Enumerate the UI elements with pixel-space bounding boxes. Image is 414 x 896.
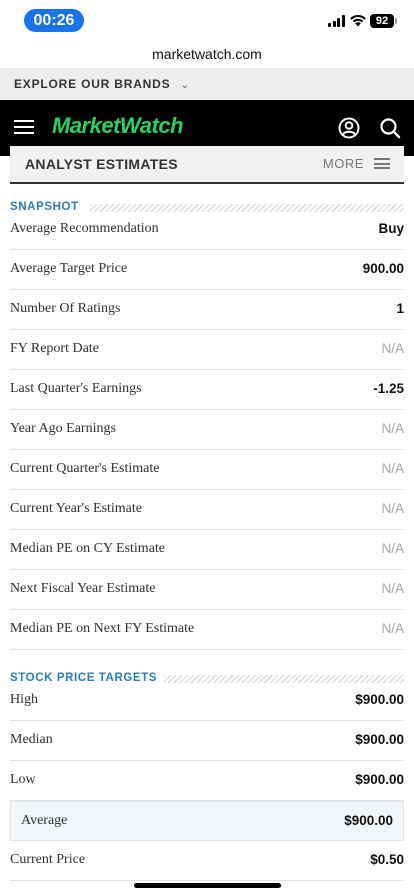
snapshot-row-label: Number Of Ratings bbox=[10, 301, 121, 316]
snapshot-row-value: 1 bbox=[396, 301, 404, 316]
targets-row-value: $900.00 bbox=[344, 813, 393, 828]
targets-row-value: $900.00 bbox=[355, 732, 404, 747]
user-account-icon[interactable] bbox=[338, 117, 360, 139]
stock-price-targets-heading: STOCK PRICE TARGETS bbox=[10, 672, 404, 686]
snapshot-row-label: Year Ago Earnings bbox=[10, 421, 116, 436]
snapshot-row-label: Median PE on CY Estimate bbox=[10, 541, 166, 556]
snapshot-row-value: N/A bbox=[381, 501, 404, 516]
snapshot-row-label: Average Target Price bbox=[10, 261, 128, 276]
snapshot-heading: SNAPSHOT bbox=[10, 201, 404, 215]
marketwatch-logo[interactable]: MarketWatch bbox=[52, 113, 184, 138]
more-label: MORE bbox=[322, 156, 364, 171]
snapshot-row-value: N/A bbox=[381, 461, 404, 476]
snapshot-row-label: Average Recommendation bbox=[10, 221, 159, 236]
snapshot-row-value: Buy bbox=[378, 221, 404, 236]
snapshot-row: Last Quarter's Earnings -1.25 bbox=[10, 370, 404, 410]
snapshot-row-value: N/A bbox=[381, 341, 404, 356]
list-menu-icon bbox=[374, 158, 390, 170]
home-indicator bbox=[134, 883, 281, 888]
stock-price-targets-label: STOCK PRICE TARGETS bbox=[10, 672, 168, 684]
snapshot-row: Average Recommendation Buy bbox=[10, 210, 404, 250]
section-divider-hatch bbox=[164, 675, 404, 683]
targets-row-label: Median bbox=[10, 732, 53, 747]
snapshot-row-value: N/A bbox=[381, 421, 404, 436]
snapshot-row-value: 900.00 bbox=[362, 261, 404, 276]
snapshot-row-label: Current Year's Estimate bbox=[10, 501, 143, 516]
cellular-signal-icon bbox=[328, 15, 346, 27]
snapshot-row: Current Quarter's Estimate N/A bbox=[10, 450, 404, 490]
targets-row-value: $0.50 bbox=[370, 852, 404, 867]
status-bar: 00:26 92 bbox=[0, 0, 414, 42]
chevron-down-icon: ⌄ bbox=[180, 80, 190, 91]
snapshot-row-label: Next Fiscal Year Estimate bbox=[10, 581, 156, 596]
targets-row: Average $900.00 bbox=[10, 801, 404, 841]
snapshot-row-label: FY Report Date bbox=[10, 341, 99, 356]
targets-row-label: Average bbox=[21, 813, 68, 828]
targets-row: High $900.00 bbox=[10, 681, 404, 721]
battery-tip bbox=[395, 18, 397, 24]
explore-brands-label: EXPLORE OUR BRANDS bbox=[14, 77, 171, 91]
snapshot-row: Median PE on CY Estimate N/A bbox=[10, 530, 404, 570]
snapshot-row: Year Ago Earnings N/A bbox=[10, 410, 404, 450]
search-icon[interactable] bbox=[379, 117, 401, 139]
section-divider-hatch bbox=[90, 204, 404, 212]
snapshot-row: Current Year's Estimate N/A bbox=[10, 490, 404, 530]
snapshot-heading-label: SNAPSHOT bbox=[10, 201, 89, 213]
analyst-estimates-title: ANALYST ESTIMATES bbox=[25, 156, 178, 172]
menu-icon[interactable] bbox=[14, 120, 34, 135]
targets-row-value: $900.00 bbox=[355, 692, 404, 707]
snapshot-row-value: N/A bbox=[381, 581, 404, 596]
explore-brands-dropdown[interactable]: EXPLORE OUR BRANDS ⌄ bbox=[0, 68, 414, 100]
snapshot-row-value: -1.25 bbox=[373, 381, 404, 396]
snapshot-row-label: Current Quarter's Estimate bbox=[10, 461, 160, 476]
targets-row-label: Low bbox=[10, 772, 36, 787]
targets-row: Median $900.00 bbox=[10, 721, 404, 761]
snapshot-row-value: N/A bbox=[381, 621, 404, 636]
targets-row-value: $900.00 bbox=[355, 772, 404, 787]
analyst-estimates-bar: ANALYST ESTIMATES MORE bbox=[10, 146, 404, 184]
snapshot-row: Next Fiscal Year Estimate N/A bbox=[10, 570, 404, 610]
snapshot-row: Average Target Price 900.00 bbox=[10, 250, 404, 290]
targets-row-label: Current Price bbox=[10, 852, 86, 867]
snapshot-row: Number Of Ratings 1 bbox=[10, 290, 404, 330]
snapshot-row-value: N/A bbox=[381, 541, 404, 556]
address-bar[interactable]: marketwatch.com bbox=[152, 46, 262, 62]
snapshot-row: Median PE on Next FY Estimate N/A bbox=[10, 610, 404, 650]
targets-row: Low $900.00 bbox=[10, 761, 404, 801]
status-time: 00:26 bbox=[24, 9, 84, 32]
targets-row-label: High bbox=[10, 692, 38, 707]
snapshot-row-label: Last Quarter's Earnings bbox=[10, 381, 142, 396]
wifi-icon bbox=[350, 14, 366, 27]
targets-row: Current Price $0.50 bbox=[10, 841, 404, 881]
snapshot-row-label: Median PE on Next FY Estimate bbox=[10, 621, 195, 636]
more-button[interactable]: MORE bbox=[323, 156, 390, 171]
battery-indicator: 92 bbox=[370, 14, 394, 28]
snapshot-row: FY Report Date N/A bbox=[10, 330, 404, 370]
